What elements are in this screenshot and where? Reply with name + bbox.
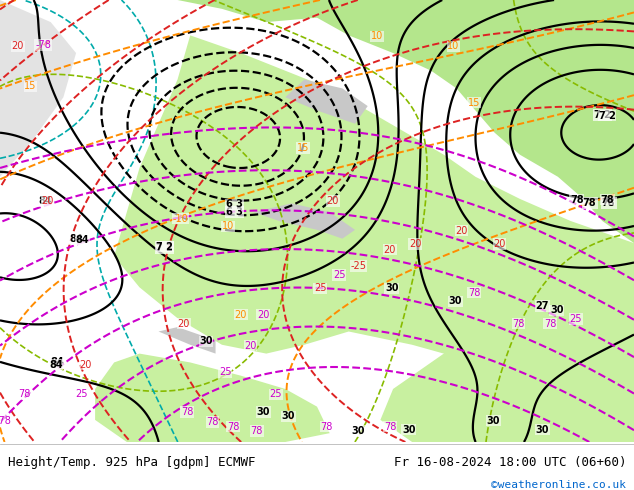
Text: 30: 30	[199, 336, 213, 346]
Text: 78: 78	[227, 421, 240, 432]
Polygon shape	[95, 354, 330, 442]
Text: 78: 78	[468, 288, 481, 297]
Text: 30: 30	[256, 407, 270, 417]
Text: 30: 30	[535, 425, 549, 435]
Text: 6 3: 6 3	[226, 199, 243, 209]
Text: 27: 27	[535, 301, 549, 311]
Text: 78: 78	[206, 417, 219, 427]
Text: 78: 78	[18, 389, 30, 399]
Text: 20: 20	[327, 196, 339, 206]
Text: 78: 78	[570, 195, 584, 205]
Text: 7 2: 7 2	[157, 243, 173, 252]
Text: 78: 78	[384, 421, 396, 432]
Text: 10: 10	[371, 31, 384, 41]
Text: -78: -78	[0, 416, 11, 426]
Text: 20: 20	[384, 245, 396, 255]
Text: Fr 16-08-2024 18:00 UTC (06+60): Fr 16-08-2024 18:00 UTC (06+60)	[394, 456, 626, 468]
Text: 25: 25	[75, 389, 87, 399]
Polygon shape	[158, 327, 216, 354]
Text: 20: 20	[455, 226, 468, 236]
Text: 84: 84	[39, 196, 53, 206]
Text: 78: 78	[602, 198, 616, 208]
Text: 30: 30	[486, 416, 500, 426]
Text: 84: 84	[75, 235, 89, 245]
Text: 30: 30	[281, 412, 295, 421]
Text: 25: 25	[269, 389, 282, 399]
Text: 30: 30	[448, 296, 462, 306]
Text: 25: 25	[333, 270, 346, 280]
Text: 78: 78	[544, 318, 557, 328]
Text: ©weatheronline.co.uk: ©weatheronline.co.uk	[491, 480, 626, 490]
Text: 20: 20	[493, 239, 506, 249]
Text: 6 3: 6 3	[226, 207, 243, 217]
Text: 78: 78	[512, 318, 525, 328]
Text: 84: 84	[49, 360, 63, 369]
Text: -25: -25	[350, 261, 366, 271]
Text: 30: 30	[385, 283, 399, 293]
Polygon shape	[0, 0, 76, 177]
Text: 78: 78	[181, 407, 193, 417]
Text: 78: 78	[250, 426, 263, 436]
Text: 7 2: 7 2	[599, 111, 616, 121]
Text: 20: 20	[11, 42, 24, 51]
Text: 7 2: 7 2	[594, 110, 611, 120]
Polygon shape	[178, 0, 634, 243]
Text: 20: 20	[409, 239, 422, 249]
Text: -78: -78	[35, 40, 51, 50]
Polygon shape	[254, 203, 355, 239]
Text: 78: 78	[583, 198, 597, 208]
Text: 30: 30	[402, 425, 416, 435]
Text: 15: 15	[24, 81, 37, 91]
Text: 25: 25	[569, 314, 582, 324]
Text: 25: 25	[314, 283, 327, 293]
Text: 10: 10	[222, 221, 235, 231]
Text: 7 2: 7 2	[157, 242, 173, 252]
Text: 20: 20	[41, 196, 54, 206]
Text: 20: 20	[244, 341, 257, 351]
Polygon shape	[285, 79, 368, 124]
Text: 20: 20	[178, 318, 190, 328]
Text: 25: 25	[219, 367, 231, 377]
Polygon shape	[380, 256, 634, 442]
Polygon shape	[114, 35, 634, 376]
Text: -10: -10	[173, 214, 188, 224]
Text: 78: 78	[320, 421, 333, 432]
Text: 20: 20	[235, 310, 247, 319]
Text: 84: 84	[69, 234, 83, 244]
Text: 15: 15	[297, 143, 309, 153]
Text: 20: 20	[79, 360, 92, 369]
Text: 30: 30	[550, 305, 564, 315]
Text: 30: 30	[351, 426, 365, 436]
Text: 10: 10	[447, 42, 460, 51]
Text: 84: 84	[50, 357, 64, 368]
Text: 78: 78	[600, 195, 614, 205]
Text: 15: 15	[468, 98, 481, 107]
Text: 20: 20	[257, 310, 269, 319]
Text: Height/Temp. 925 hPa [gdpm] ECMWF: Height/Temp. 925 hPa [gdpm] ECMWF	[8, 456, 255, 468]
